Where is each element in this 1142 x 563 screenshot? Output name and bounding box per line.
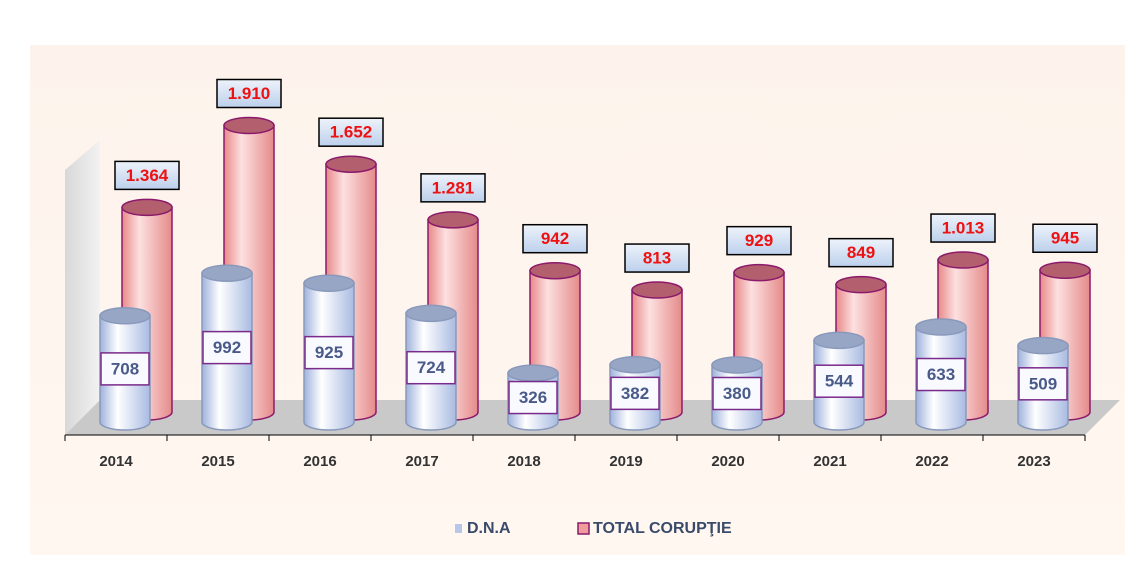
legend-swatch	[577, 522, 590, 535]
value-label-box	[318, 117, 384, 147]
x-tick-label: 2021	[813, 453, 846, 470]
value-label-box	[712, 376, 762, 411]
value-label-box	[202, 330, 252, 365]
value-label-box	[610, 376, 660, 411]
value-label: 633	[927, 365, 955, 384]
cylinder-top	[813, 331, 865, 350]
cylinder-top	[325, 155, 377, 173]
value-label: 1.364	[126, 166, 169, 185]
value-label-box	[114, 160, 180, 191]
value-label-box	[420, 173, 486, 203]
value-label: 1.652	[330, 123, 373, 142]
value-label: 925	[315, 343, 343, 362]
value-label-box	[828, 237, 894, 268]
cylinder-top	[915, 318, 967, 336]
value-label: 326	[519, 388, 547, 407]
value-label: 992	[213, 338, 241, 357]
value-label: 708	[111, 359, 139, 378]
cylinder-top	[711, 356, 763, 374]
cylinder-top	[201, 264, 253, 282]
legend-label: D.N.A	[467, 520, 511, 537]
value-label-box	[100, 352, 150, 386]
x-tick-label: 2020	[711, 453, 744, 470]
back-wall	[65, 140, 100, 435]
value-label-box	[930, 213, 996, 243]
value-label-box	[304, 335, 354, 370]
value-label: 1.013	[942, 219, 985, 238]
value-label-box	[916, 357, 966, 392]
cylinder-top	[835, 275, 887, 294]
cylinder-top	[507, 364, 559, 382]
x-tick-label: 2015	[201, 453, 234, 470]
cylinder-top	[609, 355, 661, 374]
value-label-box	[1032, 223, 1098, 253]
x-tick-label: 2017	[405, 453, 438, 470]
value-label-box	[726, 225, 792, 256]
cylinder-top	[631, 281, 683, 299]
value-label: 380	[723, 384, 751, 403]
value-label-box	[508, 380, 558, 415]
value-label: 1.910	[228, 84, 271, 103]
value-label: 942	[541, 229, 569, 248]
cylinder-top	[99, 307, 151, 325]
cylinder-top	[223, 116, 275, 135]
cylinder-top	[937, 251, 989, 269]
legend-label: TOTAL CORUPŢIE	[593, 520, 732, 537]
value-label: 929	[745, 231, 773, 250]
value-label: 945	[1051, 229, 1079, 248]
cylinder-top	[1017, 336, 1069, 355]
value-label-box	[522, 223, 588, 254]
value-label-box	[406, 350, 456, 385]
x-tick-label: 2014	[99, 453, 133, 470]
cylinder-top	[121, 198, 173, 217]
cylinder-top	[303, 274, 355, 292]
value-label-box	[624, 243, 690, 273]
cylinder-top	[1039, 261, 1091, 279]
x-tick-label: 2016	[303, 453, 336, 470]
value-label: 849	[847, 243, 875, 262]
value-label-box	[216, 78, 282, 109]
value-label: 544	[825, 372, 854, 391]
x-tick-label: 2023	[1017, 453, 1050, 470]
x-tick-label: 2019	[609, 453, 642, 470]
value-label: 724	[417, 358, 446, 377]
value-label: 382	[621, 384, 649, 403]
cylinder-top	[427, 211, 479, 229]
cylinder-top	[405, 304, 457, 323]
x-tick-label: 2018	[507, 453, 540, 470]
value-label: 1.281	[432, 178, 475, 197]
cylinder-top	[529, 261, 581, 280]
legend-swatch	[455, 524, 462, 533]
x-tick-label: 2022	[915, 453, 948, 470]
value-label-box	[1018, 367, 1068, 401]
cylinder-top	[733, 263, 785, 282]
value-label: 509	[1029, 374, 1057, 393]
value-label-box	[814, 364, 864, 398]
value-label: 813	[643, 249, 671, 268]
